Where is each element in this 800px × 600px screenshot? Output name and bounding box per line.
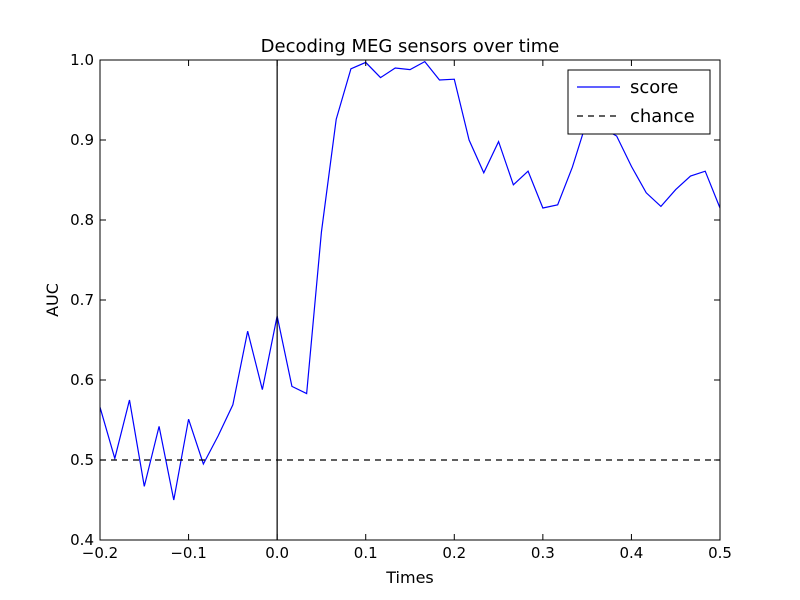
axis-ticks: −0.2 −0.1 0.0 0.1 0.2 0.3 0.4 0.5 0.4 0.5 0.6 0.7 0.… <box>70 51 732 562</box>
y-tick-label: 0.9 <box>70 131 94 149</box>
y-tick-label: 0.4 <box>70 531 94 549</box>
x-tick-label: 0.1 <box>354 544 378 562</box>
y-tick-label: 0.6 <box>70 371 94 389</box>
x-tick-label: 0.0 <box>265 544 289 562</box>
x-tick-label: 0.2 <box>442 544 466 562</box>
y-tick-label: 0.7 <box>70 291 94 309</box>
legend-box <box>567 69 711 135</box>
y-axis-title: AUC <box>43 283 62 317</box>
x-axis-title: Times <box>385 568 434 587</box>
x-tick-label: 0.5 <box>708 544 732 562</box>
series-line-score <box>99 60 721 501</box>
y-tick-label: 0.5 <box>70 451 94 469</box>
legend: score chance <box>567 69 711 135</box>
y-tick-label: 1.0 <box>70 51 94 69</box>
plot-area <box>99 60 721 540</box>
x-tick-label: −0.2 <box>82 544 118 562</box>
chart-title: Decoding MEG sensors over time <box>261 36 560 57</box>
y-tick-label: 0.8 <box>70 211 94 229</box>
x-tick-label: 0.4 <box>619 544 643 562</box>
x-tick-label: −0.1 <box>170 544 206 562</box>
legend-label-chance: chance <box>630 106 695 127</box>
x-tick-label: 0.3 <box>531 544 555 562</box>
legend-label-score: score <box>630 77 678 98</box>
